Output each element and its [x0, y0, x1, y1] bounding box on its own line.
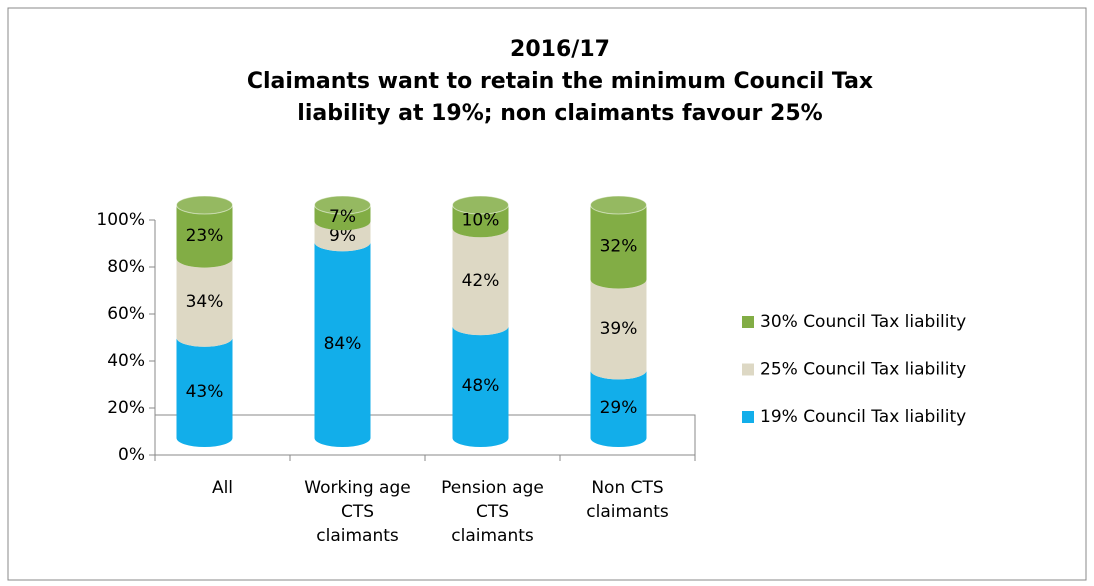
data-label: 34%: [186, 292, 224, 312]
legend-label: 25% Council Tax liability: [760, 360, 966, 380]
data-label: 23%: [186, 226, 224, 246]
cylinder-top: [452, 195, 509, 215]
data-label: 10%: [462, 211, 500, 231]
data-label: 7%: [329, 207, 356, 227]
cylinder-top: [590, 195, 647, 215]
x-tick-label: Non CTS claimants: [586, 478, 669, 522]
data-label: 42%: [462, 271, 500, 291]
data-label: 43%: [186, 382, 224, 402]
chart-subtitle: Claimants want to retain the minimum Cou…: [246, 69, 874, 126]
y-tick-label: 40%: [107, 351, 145, 371]
cylinder-segment: [314, 242, 371, 447]
y-tick-label: 0%: [118, 445, 145, 465]
cylinder-top: [314, 195, 371, 215]
title-block: 2016/17 Claimants want to retain the min…: [100, 34, 1020, 130]
y-tick-label: 60%: [107, 304, 145, 324]
legend-swatch: [742, 316, 754, 328]
cylinder-segment: [176, 337, 233, 447]
cylinder-segment: [590, 279, 647, 380]
data-label: 9%: [329, 226, 356, 246]
data-label: 32%: [600, 236, 638, 256]
x-tick-label: Working age CTS claimants: [304, 478, 411, 546]
data-label: 48%: [462, 376, 500, 396]
x-tick-label: Pension age CTS claimants: [441, 478, 544, 546]
cylinder-segment: [452, 326, 509, 447]
y-tick-label: 20%: [107, 398, 145, 418]
legend-swatch: [742, 363, 754, 376]
cylinder-segment: [590, 205, 647, 289]
chart-title: 2016/17: [510, 37, 610, 62]
legend-label: 19% Council Tax liability: [760, 407, 966, 427]
legend-swatch: [742, 411, 754, 423]
cylinder-top: [176, 195, 233, 215]
cylinder-segment: [452, 228, 509, 336]
cylinder-segment: [314, 221, 371, 252]
cylinder-segment: [176, 258, 233, 347]
legend-label: 30% Council Tax liability: [760, 312, 966, 332]
x-tick-label: All: [211, 478, 234, 498]
cylinder-segment: [590, 370, 647, 447]
data-label: 29%: [600, 398, 638, 418]
cylinder-segment: [314, 205, 371, 231]
data-label: 39%: [600, 319, 638, 339]
y-tick-label: 80%: [107, 257, 145, 277]
data-label: 84%: [324, 334, 362, 354]
cylinder-segment: [176, 205, 233, 268]
y-tick-label: 100%: [96, 210, 145, 230]
